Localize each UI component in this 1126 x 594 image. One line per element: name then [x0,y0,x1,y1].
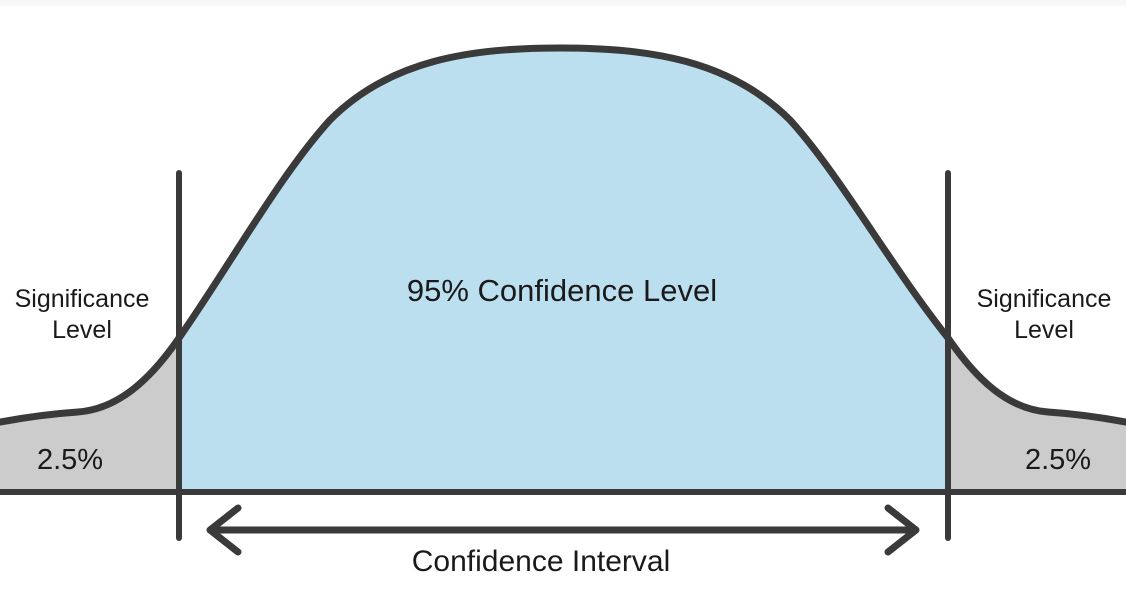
left-significance-area [0,338,179,492]
right-significance-label-line2: Level [1014,316,1074,344]
arrow-left-icon [206,504,242,556]
left-significance-label-line2: Level [52,316,112,344]
arrow-right-icon [884,504,920,556]
left-significance-label-line1: Significance [15,285,150,313]
right-significance-label-line1: Significance [977,285,1112,313]
distribution-areas [0,48,1126,492]
confidence-interval-caption: Confidence Interval [412,545,671,578]
confidence-area [179,48,948,492]
right-significance-area [948,338,1126,492]
top-background-strip [0,0,1126,6]
normal-distribution-curve [0,44,1126,426]
left-tail-percent-label: 2.5% [37,444,103,476]
confidence-interval-arrow [206,504,920,556]
right-tail-percent-label: 2.5% [1025,444,1091,476]
confidence-level-label: 95% Confidence Level [407,273,717,308]
